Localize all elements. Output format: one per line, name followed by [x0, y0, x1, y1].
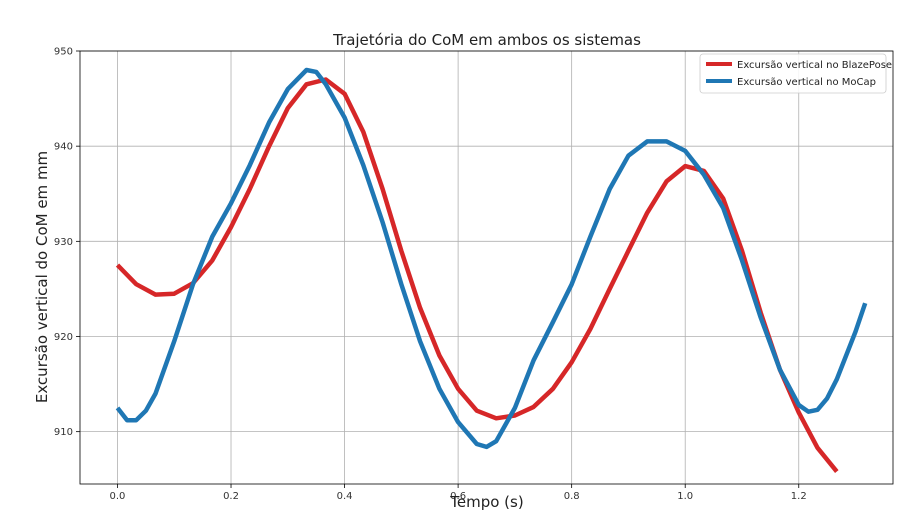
x-axis-label: Tempo (s) — [449, 493, 523, 511]
series-line-mocap — [115, 67, 868, 450]
x-tick-label: 1.0 — [677, 491, 693, 502]
series-lines — [115, 67, 868, 474]
y-axis: 910 920 930 940 950 — [54, 47, 80, 438]
legend-frame — [699, 53, 887, 94]
legend-label-blazepose: Excursão vertical no BlazePose — [737, 60, 892, 71]
y-tick-label: 910 — [54, 427, 73, 438]
x-tick-label: 0.8 — [564, 491, 580, 502]
series-line-blazepose — [115, 77, 839, 474]
legend: Excursão vertical no BlazePose Excursão … — [699, 53, 892, 94]
y-tick-label: 930 — [54, 237, 73, 248]
chart-title: Trajetória do CoM em ambos os sistemas — [332, 31, 641, 49]
x-tick-label: 0.0 — [110, 491, 126, 502]
x-tick-label: 0.2 — [223, 491, 239, 502]
legend-label-mocap: Excursão vertical no MoCap — [737, 77, 876, 88]
x-tick-label: 0.4 — [337, 491, 353, 502]
plot-frame — [79, 50, 894, 485]
y-tick-label: 920 — [54, 332, 73, 343]
y-tick-label: 950 — [54, 47, 73, 58]
x-axis: 0.0 0.2 0.4 0.6 0.8 1.0 1.2 — [110, 484, 807, 502]
x-tick-label: 1.2 — [791, 491, 807, 502]
y-tick-label: 940 — [54, 142, 73, 153]
y-axis-label: Excursão vertical do CoM em mm — [33, 151, 51, 403]
x-tick-label: 0.6 — [450, 491, 466, 502]
